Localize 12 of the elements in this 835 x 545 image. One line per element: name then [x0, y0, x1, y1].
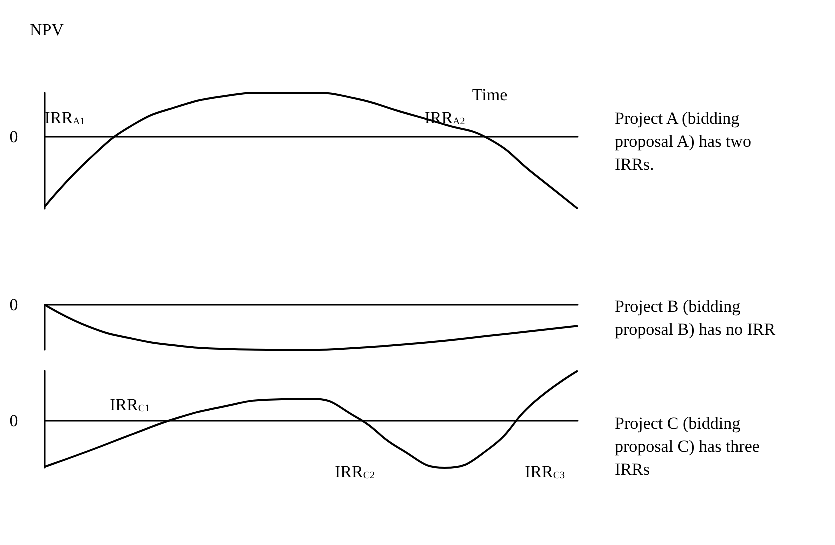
y-axis-title: NPV	[30, 20, 65, 40]
annotation: IRRC3	[524, 462, 566, 482]
text: Project A (bidding proposal A) has two IRRs.	[615, 109, 756, 174]
text: 0	[10, 296, 18, 314]
text: Project C (bidding proposal C) has three IRRs	[615, 414, 764, 479]
annotation: IRRC1	[110, 396, 150, 414]
x-axis-title: Time	[472, 86, 508, 104]
text: Project B (bidding proposal B) has no IRR	[615, 297, 776, 339]
annotation: IRRC2	[334, 462, 376, 482]
annotation: IRRA1	[44, 108, 86, 128]
text: 0	[10, 128, 18, 146]
text: 0	[10, 412, 18, 430]
